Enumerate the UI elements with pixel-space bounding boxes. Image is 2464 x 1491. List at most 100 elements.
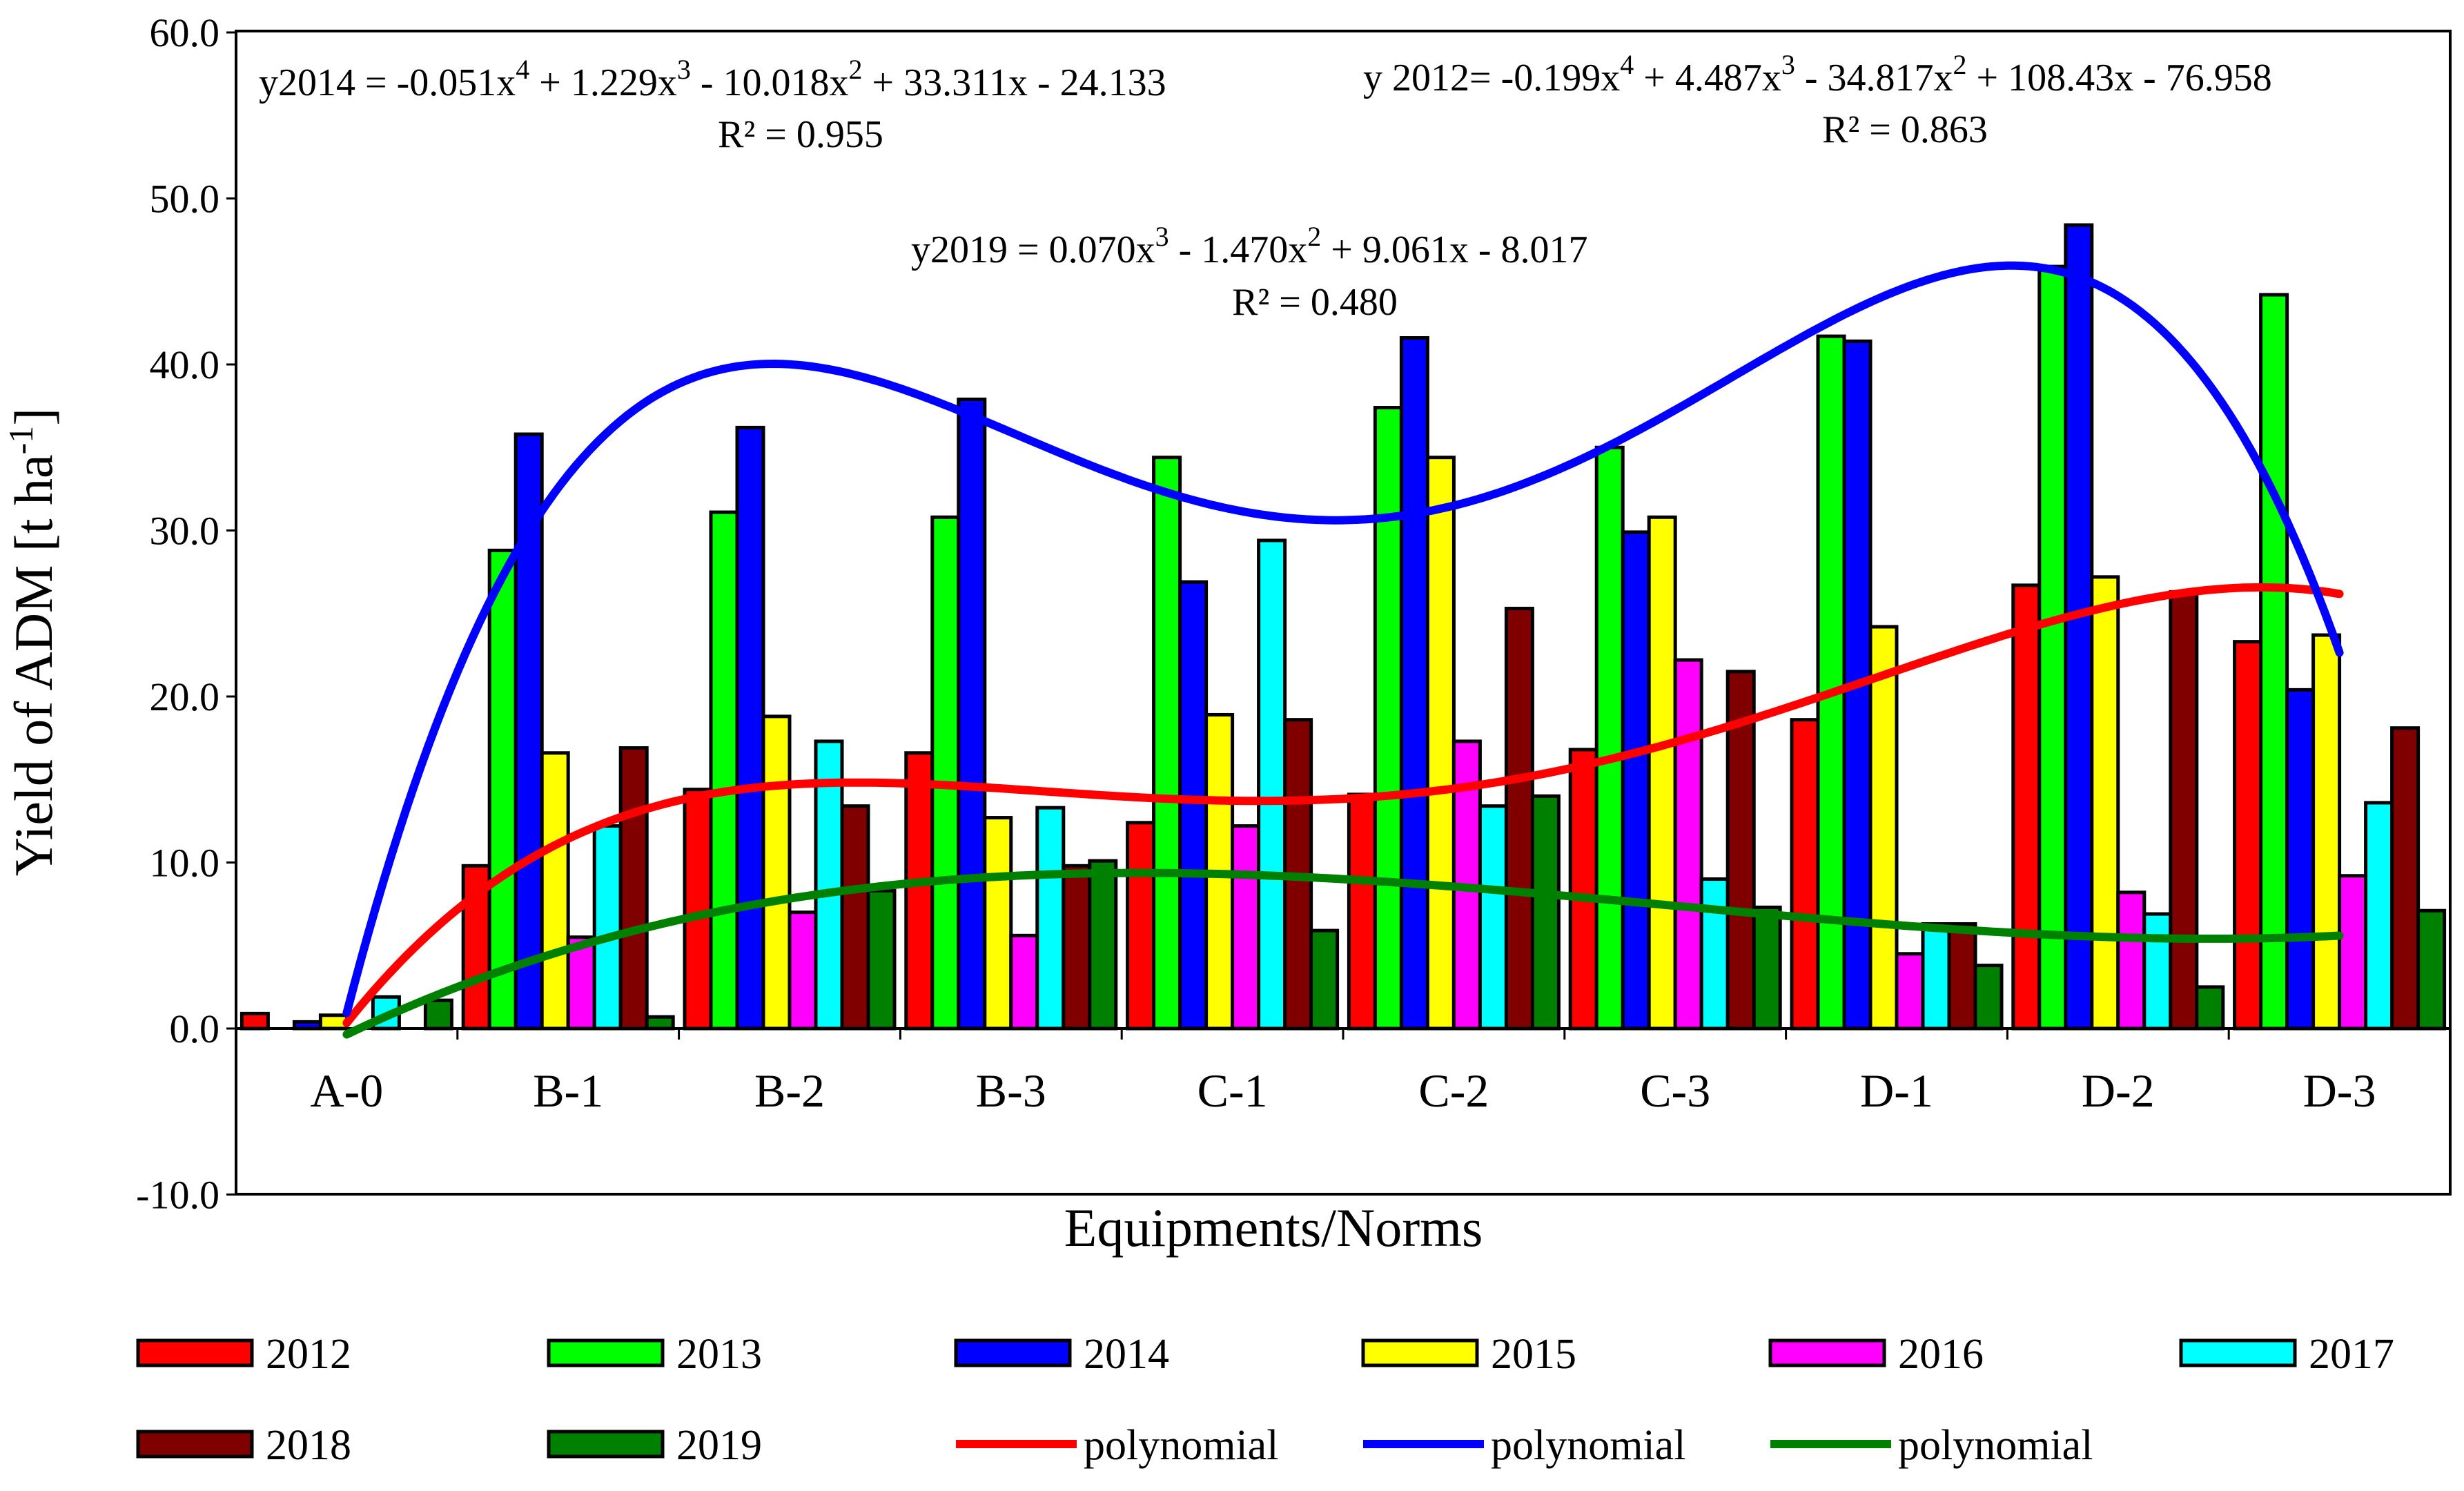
y-axis-title-main: Yield of ADM [t ha xyxy=(3,454,63,876)
y-axis: -10.0 0.0 10.0 20.0 30.0 40.0 50.0 60.0 xyxy=(136,10,236,1218)
bar-2016-D-3 xyxy=(2338,874,2368,1031)
x-tick-label-D-1: D-1 xyxy=(1860,1064,1933,1117)
bar-2013-C-3 xyxy=(1594,445,1625,1031)
legend-label-2015: 2015 xyxy=(1491,1331,1576,1378)
eq-2012-rest: + 108.43x - 76.958 xyxy=(1966,57,2271,99)
bar-2018-D-3 xyxy=(2390,726,2421,1031)
bar-2018-C-2 xyxy=(1504,607,1534,1031)
legend-label-polynomial: polynomial xyxy=(1898,1422,2093,1469)
bar-2019-C-2 xyxy=(1530,794,1561,1031)
legend: 2012 2013 2014 2015 2016 2017 2018 2019 polynomi… xyxy=(136,1331,2394,1469)
bar-2016-B-2 xyxy=(788,910,818,1031)
bar-2012-D-3 xyxy=(2233,640,2263,1031)
eq-2014-prefix: y2014 = -0.051x xyxy=(259,61,516,104)
bar-2016-C-1 xyxy=(1231,824,1261,1031)
x-tick-label-C-1: C-1 xyxy=(1197,1064,1268,1117)
r2-2014: R² = 0.955 xyxy=(718,113,883,156)
bar-2016-D-2 xyxy=(2116,890,2147,1031)
bar-2017-C-3 xyxy=(1699,877,1730,1031)
x-tick-label-A-0: A-0 xyxy=(311,1064,384,1117)
bar-2016-C-3 xyxy=(1673,658,1703,1031)
bar-2019-C-3 xyxy=(1752,905,1782,1031)
x-axis-title: Equipments/Norms xyxy=(1064,1198,1483,1258)
bar-2019-B-1 xyxy=(645,1015,675,1031)
bar-2014-B-2 xyxy=(735,425,765,1031)
bar-2019-B-2 xyxy=(866,888,897,1031)
trendline-2012 xyxy=(342,261,2344,1017)
bar-2019-C-1 xyxy=(1309,928,1340,1031)
legend-label-2013: 2013 xyxy=(676,1331,762,1378)
x-tick-label-B-3: B-3 xyxy=(976,1064,1046,1117)
legend-label-2019: 2019 xyxy=(676,1422,762,1469)
bar-2018-B-1 xyxy=(618,746,649,1031)
bar-2015-C-3 xyxy=(1647,515,1677,1031)
equation-2014: y2014 = -0.051x4 + 1.229x3 - 10.018x2 + … xyxy=(259,54,1166,104)
y-tick-label: 10.0 xyxy=(150,841,220,886)
eq-2014-sup1: 4 xyxy=(516,54,529,85)
bar-2014-D-2 xyxy=(2064,223,2094,1031)
y-tick-label: 30.0 xyxy=(150,509,220,554)
eq-2014-rest: + 33.311x - 24.133 xyxy=(862,61,1166,104)
bar-2017-C-1 xyxy=(1257,538,1287,1031)
legend-swatch-2012 xyxy=(136,1338,254,1367)
bar-2018-D-2 xyxy=(2169,589,2199,1031)
bar-2015-D-1 xyxy=(1868,625,1899,1031)
bar-2019-D-3 xyxy=(2416,908,2447,1031)
bar-2019-D-2 xyxy=(2195,985,2225,1031)
eq-2012-mid1: + 4.487x xyxy=(1634,57,1781,99)
bar-2014-C-2 xyxy=(1399,336,1429,1031)
bar-2012-D-2 xyxy=(2011,583,2042,1031)
eq-2012-sup2: 3 xyxy=(1781,49,1795,80)
bar-2013-B-3 xyxy=(930,515,961,1031)
y-tick-label: 20.0 xyxy=(150,674,220,719)
x-tick-label-D-3: D-3 xyxy=(2303,1064,2376,1117)
eq-2019-sup1: 3 xyxy=(1155,221,1169,252)
bar-2015-D-2 xyxy=(2090,575,2120,1031)
bar-2013-B-1 xyxy=(487,548,518,1031)
eq-2012-mid2: - 34.817x xyxy=(1795,57,1953,99)
y-tick-label: -10.0 xyxy=(136,1173,219,1218)
legend-swatch-2019 xyxy=(547,1430,665,1459)
eq-2014-mid1: + 1.229x xyxy=(529,61,677,104)
x-tick-labels: A-0 B-1 B-2 B-3 C-1 C-2 C-3 D-1 D-2 D-3 xyxy=(311,1064,2376,1117)
trendline-2014 xyxy=(342,583,2344,1027)
y-axis-title: Yield of ADM [t ha-1] xyxy=(1,408,63,877)
legend-swatch-2013 xyxy=(547,1338,665,1367)
bar-2013-C-2 xyxy=(1373,406,1403,1031)
bar-2019-A-0 xyxy=(423,998,453,1031)
bar-2018-C-3 xyxy=(1725,670,1756,1031)
x-tick-label-D-2: D-2 xyxy=(2082,1064,2155,1117)
legend-swatch-2014 xyxy=(954,1338,1072,1367)
bar-2017-B-1 xyxy=(592,824,623,1031)
x-tick-label-C-3: C-3 xyxy=(1640,1064,1710,1117)
eq-2019-prefix: y2019 = 0.070x xyxy=(911,228,1155,271)
bar-2013-D-3 xyxy=(2259,293,2289,1031)
trendlines xyxy=(342,261,2344,1039)
legend-label-polynomial: polynomial xyxy=(1084,1422,1278,1469)
x-tick-label-B-1: B-1 xyxy=(533,1064,603,1117)
bar-2013-B-2 xyxy=(709,510,739,1031)
bar-2012-C-3 xyxy=(1568,748,1598,1031)
bar-2018-B-3 xyxy=(1062,864,1092,1031)
y-tick-label: 50.0 xyxy=(150,177,220,222)
x-tick-label-B-2: B-2 xyxy=(754,1064,825,1117)
eq-2012-prefix: y 2012= -0.199x xyxy=(1363,57,1620,99)
bar-2017-D-2 xyxy=(2142,912,2173,1031)
eq-2019-mid2: + 9.061x - 8.017 xyxy=(1321,228,1587,271)
r2-2019: R² = 0.480 xyxy=(1232,281,1398,324)
bar-2012-D-1 xyxy=(1790,718,1820,1031)
legend-swatch-2018 xyxy=(136,1430,254,1459)
eq-2012-sup3: 2 xyxy=(1953,49,1966,80)
equation-2012: y 2012= -0.199x4 + 4.487x3 - 34.817x2 + … xyxy=(1363,49,2272,99)
plot-area xyxy=(235,30,2452,1196)
bar-2018-B-2 xyxy=(840,804,870,1031)
bar-2013-C-1 xyxy=(1152,456,1182,1031)
y-axis-title-sup: -1 xyxy=(1,426,40,455)
eq-2019-sup2: 2 xyxy=(1307,221,1321,252)
legend-swatch-2017 xyxy=(2179,1338,2297,1367)
bar-2017-B-3 xyxy=(1035,806,1066,1031)
eq-2014-sup3: 2 xyxy=(848,54,862,85)
plot-frame xyxy=(235,30,2452,1196)
bar-2012-B-2 xyxy=(683,788,713,1031)
